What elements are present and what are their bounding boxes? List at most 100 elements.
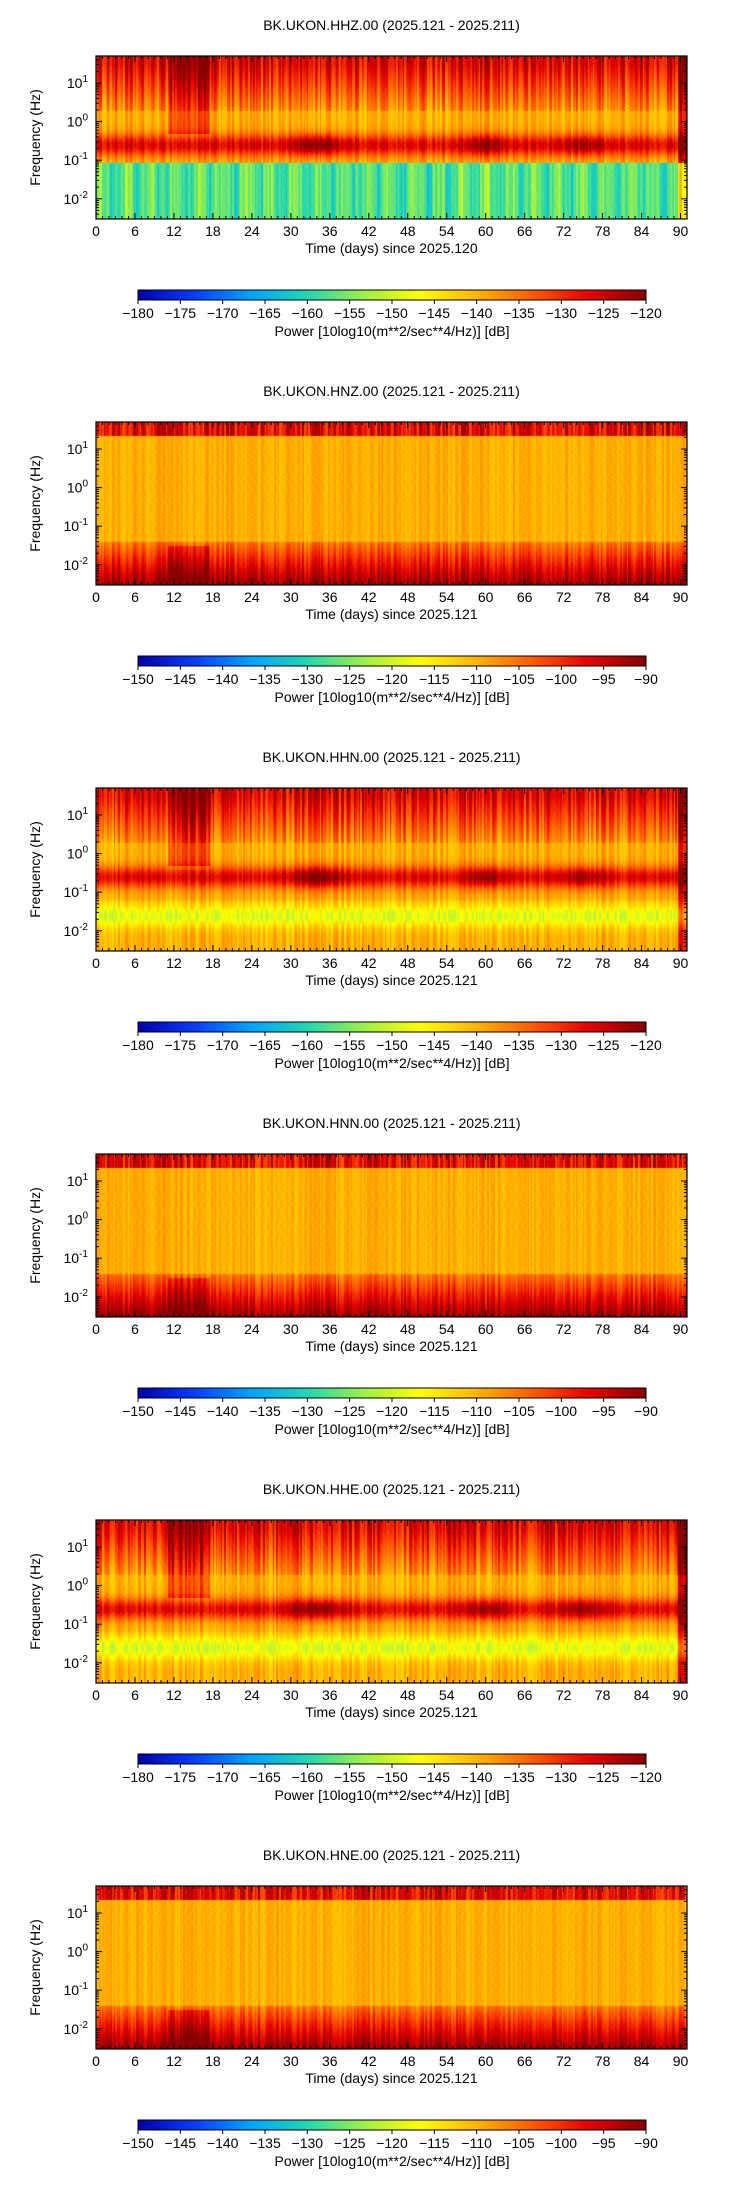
y-axis-label: Frequency (Hz) (27, 1553, 43, 1649)
colorbar-tick-label: −135 (249, 1403, 281, 1419)
x-tick-label: 42 (361, 1321, 377, 1337)
x-tick-label: 18 (205, 1687, 221, 1703)
y-tick-label: 101 (67, 1904, 89, 1921)
y-tick-label: 101 (67, 1538, 89, 1555)
colorbar-tick-label: −135 (503, 305, 535, 321)
x-tick-label: 60 (478, 1321, 494, 1337)
colorbar-tick-label: −175 (165, 305, 197, 321)
colorbar-tick-label: −130 (292, 1403, 324, 1419)
colorbar (137, 2119, 647, 2131)
y-tick-label: 10-1 (64, 883, 89, 900)
colorbar-tick-label: −140 (461, 1037, 493, 1053)
colorbar-tick-label: −160 (292, 1037, 324, 1053)
colorbar-tick-label: −135 (249, 2135, 281, 2151)
colorbar-tick-label: −170 (207, 1769, 239, 1785)
x-tick-label: 48 (400, 223, 416, 239)
plot-frame (95, 421, 688, 586)
x-tick-label: 78 (595, 589, 611, 605)
colorbar-tick-label: −120 (630, 1037, 662, 1053)
y-tick-label: 100 (67, 1211, 89, 1228)
colorbar-tick-label: −105 (503, 2135, 535, 2151)
colorbar-tick-label: −160 (292, 1769, 324, 1785)
colorbar-tick-label: −90 (634, 671, 658, 687)
colorbar-tick-label: −130 (292, 2135, 324, 2151)
y-tick-label: 10-1 (64, 1249, 89, 1266)
colorbar-tick-label: −180 (122, 1769, 154, 1785)
x-tick-label: 60 (478, 589, 494, 605)
spectrogram-svg: BK.UKON.HNN.00 (2025.121 - 2025.211) 0 6 12… (27, 1115, 689, 1437)
x-tick-label: 66 (517, 223, 533, 239)
y-tick-label: 10-2 (64, 1288, 89, 1305)
colorbar-tick-label: −145 (165, 1403, 197, 1419)
x-tick-label: 42 (361, 2053, 377, 2069)
colorbar-tick-label: −130 (292, 671, 324, 687)
x-tick-label: 0 (92, 955, 100, 971)
x-axis-label: Time (days) since 2025.121 (305, 1704, 477, 1720)
x-tick-label: 42 (361, 223, 377, 239)
x-tick-label: 18 (205, 223, 221, 239)
y-tick-label: 101 (67, 1172, 89, 1189)
x-tick-label: 6 (131, 2053, 139, 2069)
x-tick-label: 66 (517, 2053, 533, 2069)
x-tick-label: 0 (92, 2053, 100, 2069)
x-tick-label: 18 (205, 2053, 221, 2069)
x-tick-label: 66 (517, 1321, 533, 1337)
colorbar-tick-label: −165 (249, 1769, 281, 1785)
x-tick-label: 90 (673, 589, 689, 605)
x-axis-label: Time (days) since 2025.121 (305, 2070, 477, 2086)
x-tick-label: 66 (517, 1687, 533, 1703)
x-tick-label: 42 (361, 1687, 377, 1703)
x-tick-label: 54 (439, 1321, 455, 1337)
x-tick-label: 6 (131, 1687, 139, 1703)
y-tick-label: 101 (67, 74, 89, 91)
x-tick-label: 84 (634, 955, 650, 971)
colorbar (137, 655, 647, 667)
x-tick-label: 54 (439, 223, 455, 239)
colorbar-tick-label: −160 (292, 305, 324, 321)
panel-hne: BK.UKON.HNE.00 (2025.121 - 2025.211) 0 6 12… (0, 1834, 750, 2192)
plot-frame (95, 1885, 688, 2050)
colorbar-tick-label: −115 (419, 1403, 450, 1419)
colorbar-tick-label: −165 (249, 1037, 281, 1053)
y-tick-label: 10-1 (64, 1615, 89, 1632)
x-tick-label: 24 (244, 2053, 260, 2069)
x-tick-label: 0 (92, 589, 100, 605)
x-tick-label: 72 (556, 955, 572, 971)
colorbar-tick-label: −180 (122, 1037, 154, 1053)
colorbar-label: Power [10log10(m**2/sec**4/Hz)] [dB] (275, 2153, 510, 2169)
plot-frame (95, 787, 688, 952)
x-tick-label: 36 (322, 589, 338, 605)
colorbar-tick-label: −130 (546, 1037, 578, 1053)
panel-hhz: BK.UKON.HHZ.00 (2025.121 - 2025.211) 0 6 12… (0, 4, 750, 362)
colorbar-tick-label: −125 (334, 2135, 366, 2151)
heatmap-image (96, 422, 687, 585)
x-tick-label: 6 (131, 1321, 139, 1337)
y-tick-label: 10-2 (64, 556, 89, 573)
y-tick-label: 10-1 (64, 1981, 89, 1998)
colorbar-tick-label: −145 (165, 2135, 197, 2151)
x-tick-label: 48 (400, 1687, 416, 1703)
x-tick-label: 72 (556, 589, 572, 605)
colorbar-tick-label: −170 (207, 1037, 239, 1053)
colorbar-tick-label: −140 (207, 2135, 239, 2151)
x-tick-label: 66 (517, 589, 533, 605)
x-tick-label: 36 (322, 223, 338, 239)
chart-title: BK.UKON.HHN.00 (2025.121 - 2025.211) (262, 749, 520, 765)
y-tick-label: 100 (67, 1943, 89, 1960)
panel-hhe: BK.UKON.HHE.00 (2025.121 - 2025.211) 0 6 12… (0, 1468, 750, 1826)
colorbar-tick-label: −145 (419, 1769, 451, 1785)
x-tick-label: 54 (439, 589, 455, 605)
colorbar-tick-label: −115 (419, 671, 450, 687)
x-tick-label: 72 (556, 223, 572, 239)
colorbar-tick-label: −145 (419, 305, 451, 321)
x-tick-label: 84 (634, 2053, 650, 2069)
colorbar-tick-label: −155 (334, 1037, 366, 1053)
x-tick-label: 30 (283, 955, 299, 971)
x-tick-label: 30 (283, 1321, 299, 1337)
colorbar-tick-label: −90 (634, 2135, 658, 2151)
y-tick-label: 100 (67, 1577, 89, 1594)
x-tick-label: 60 (478, 955, 494, 971)
x-tick-label: 84 (634, 1687, 650, 1703)
chart-title: BK.UKON.HNE.00 (2025.121 - 2025.211) (263, 1847, 520, 1863)
colorbar-tick-label: −155 (334, 305, 366, 321)
